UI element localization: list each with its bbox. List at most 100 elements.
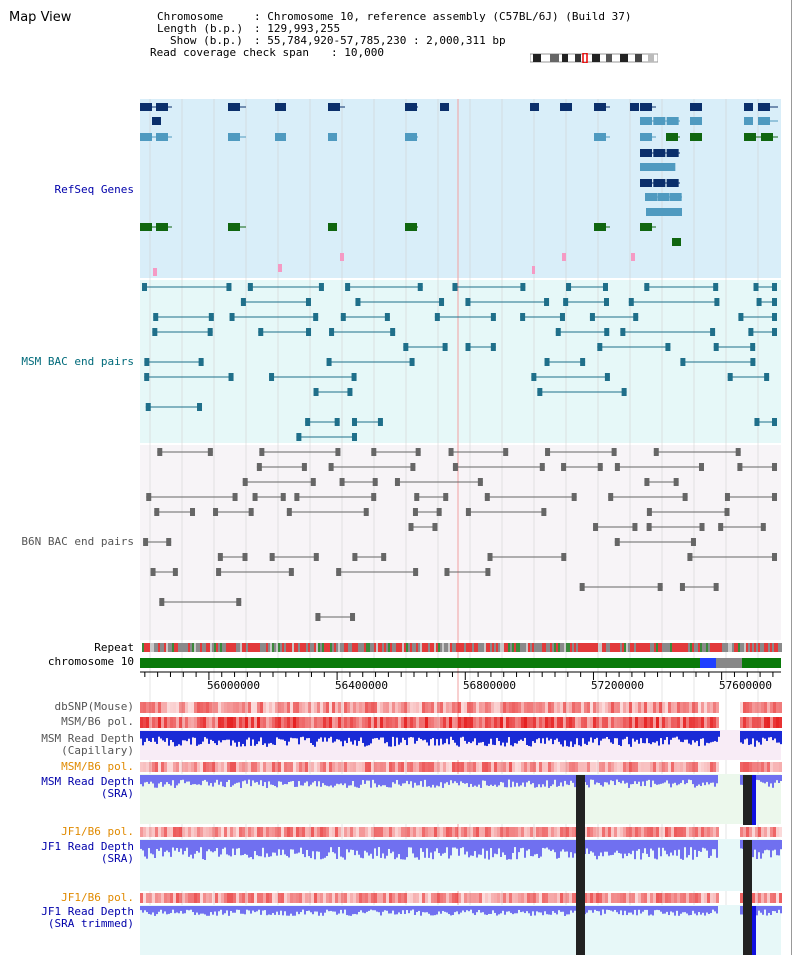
depth-bar — [282, 731, 284, 740]
depth-bar — [374, 731, 376, 739]
polymorphism-cell — [515, 762, 518, 772]
polymorphism-cell — [668, 702, 671, 713]
polymorphism-cell — [191, 893, 194, 903]
polymorphism-cell — [287, 893, 290, 903]
depth-bar — [170, 906, 172, 913]
depth-bar — [478, 775, 480, 785]
depth-bar — [616, 731, 618, 739]
polymorphism-cell — [752, 893, 755, 903]
polymorphism-cell — [248, 702, 251, 713]
depth-bar — [528, 731, 530, 746]
depth-bar — [492, 775, 494, 786]
bac-end — [408, 523, 414, 531]
chromosome-ideogram[interactable] — [530, 53, 658, 63]
depth-bar — [264, 906, 266, 911]
depth-bar — [352, 906, 354, 915]
polymorphism-cell — [488, 717, 491, 728]
bac-end — [286, 508, 292, 516]
depth-bar — [314, 906, 316, 912]
repeat-element — [196, 643, 198, 652]
polymorphism-cell — [332, 702, 335, 713]
depth-bar — [428, 731, 430, 746]
depth-bar — [402, 906, 404, 911]
depth-bar — [166, 840, 168, 851]
depth-bar — [250, 906, 252, 914]
bac-end — [559, 313, 565, 321]
bac-end — [403, 343, 409, 351]
depth-bar — [178, 775, 180, 784]
depth-bar — [344, 775, 346, 784]
polymorphism-cell — [740, 762, 743, 772]
depth-bar — [482, 840, 484, 849]
repeat-element — [276, 643, 278, 652]
polymorphism-cell — [590, 893, 593, 903]
depth-bar — [684, 731, 686, 740]
depth-bar — [404, 906, 406, 915]
depth-bar — [416, 775, 418, 786]
depth-bar — [666, 840, 668, 855]
depth-bar — [210, 731, 212, 740]
depth-bar — [436, 906, 438, 915]
depth-bar — [570, 906, 572, 911]
repeat-element — [374, 643, 376, 652]
depth-bar — [396, 906, 398, 915]
depth-bar — [290, 775, 292, 782]
repeat-element — [320, 643, 322, 652]
depth-bar — [362, 775, 364, 781]
polymorphism-cell — [356, 762, 359, 772]
repeat-element — [172, 643, 174, 652]
polymorphism-cell — [695, 702, 698, 713]
polymorphism-cell — [743, 717, 746, 728]
depth-bar — [340, 731, 342, 742]
polymorphism-cell — [194, 827, 197, 837]
depth-bar — [180, 906, 182, 911]
depth-bar — [740, 775, 742, 785]
polymorphism-cell — [458, 762, 461, 772]
depth-bar — [420, 906, 422, 916]
depth-bar — [288, 775, 290, 782]
bac-end — [248, 508, 254, 516]
depth-bar — [398, 840, 400, 855]
polymorphism-cell — [683, 717, 686, 728]
polymorphism-cell — [560, 702, 563, 713]
depth-bar — [758, 840, 760, 853]
bac-end — [288, 568, 294, 576]
polymorphism-cell — [224, 702, 227, 713]
depth-bar — [676, 731, 678, 737]
polymorphism-cell — [482, 827, 485, 837]
repeat-element — [666, 643, 668, 652]
depth-bar — [556, 731, 558, 739]
polymorphism-cell — [311, 893, 314, 903]
depth-bar — [336, 775, 338, 784]
depth-bar — [262, 906, 264, 911]
depth-bar — [634, 840, 636, 860]
depth-bar — [604, 840, 606, 852]
polymorphism-cell — [143, 893, 146, 903]
polymorphism-cell — [551, 717, 554, 728]
polymorphism-cell — [536, 893, 539, 903]
track-label-msm-depth-capillary-sub: (Capillary) — [61, 744, 134, 757]
bac-end — [490, 343, 496, 351]
repeat-element — [570, 643, 572, 652]
repeat-element — [648, 643, 650, 652]
polymorphism-cell — [626, 893, 629, 903]
depth-bar — [216, 906, 218, 916]
polymorphism-cell — [332, 827, 335, 837]
polymorphism-cell — [431, 702, 434, 713]
repeat-element — [524, 643, 526, 652]
bac-end — [727, 373, 733, 381]
depth-bar — [392, 906, 394, 911]
repeat-element — [330, 643, 332, 652]
depth-bar — [628, 731, 630, 745]
depth-bar — [322, 906, 324, 916]
polymorphism-cell — [713, 702, 716, 713]
depth-bar — [150, 775, 152, 782]
depth-bar — [500, 840, 502, 857]
repeat-element — [334, 643, 336, 652]
depth-bar — [256, 775, 258, 783]
depth-bar — [320, 731, 322, 738]
polymorphism-cell — [173, 702, 176, 713]
polymorphism-cell — [629, 702, 632, 713]
